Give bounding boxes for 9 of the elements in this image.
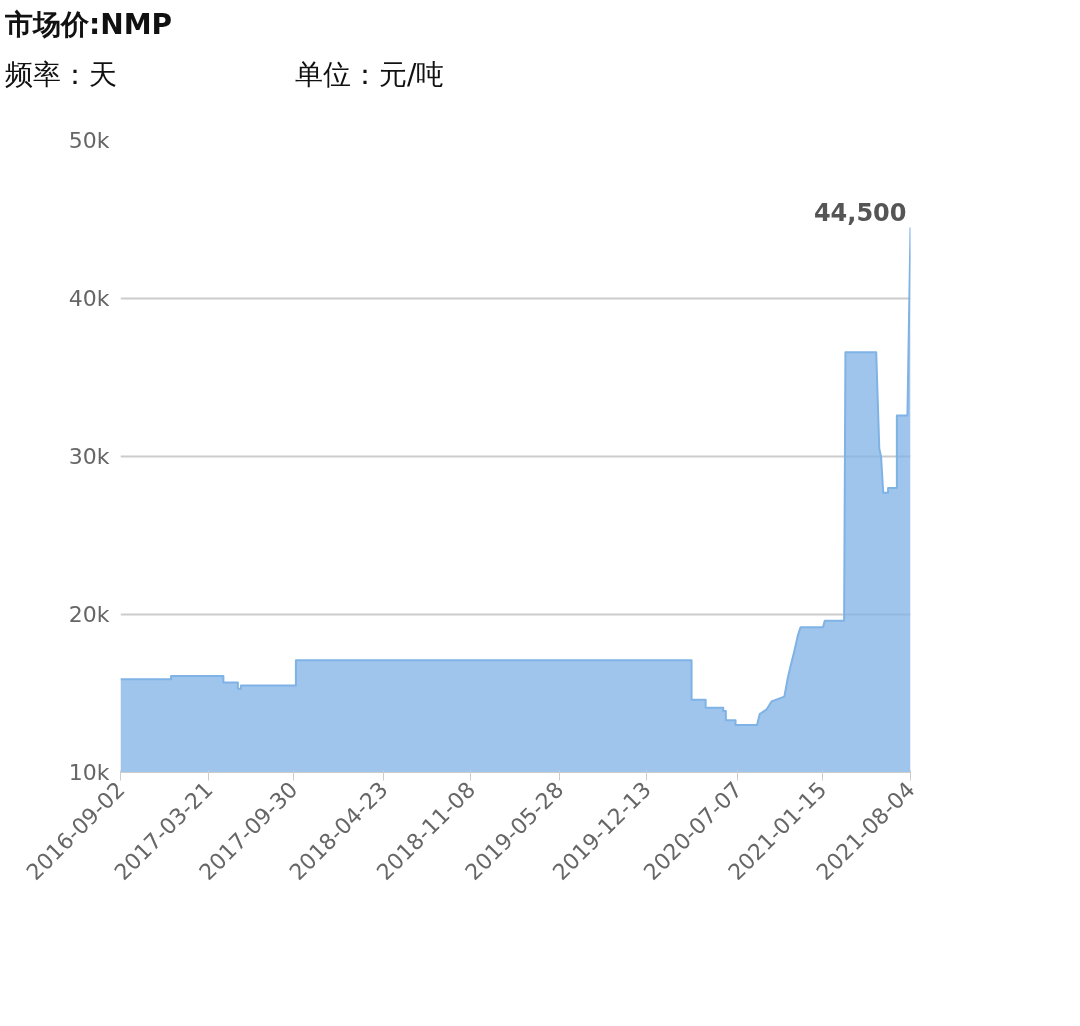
- chart-subtitle: 频率：天: [5, 57, 117, 93]
- text: 单位：元/吨: [295, 57, 445, 93]
- y-tick-label: 30k: [68, 444, 110, 469]
- y-tick-label: 50k: [68, 128, 110, 153]
- y-tick-label: 40k: [68, 286, 110, 311]
- y-tick-label: 20k: [68, 602, 110, 627]
- annotation: 44,500: [813, 199, 907, 228]
- y-tick-label: 10k: [68, 760, 110, 785]
- chart-title: 市场价:NMP: [5, 7, 173, 43]
